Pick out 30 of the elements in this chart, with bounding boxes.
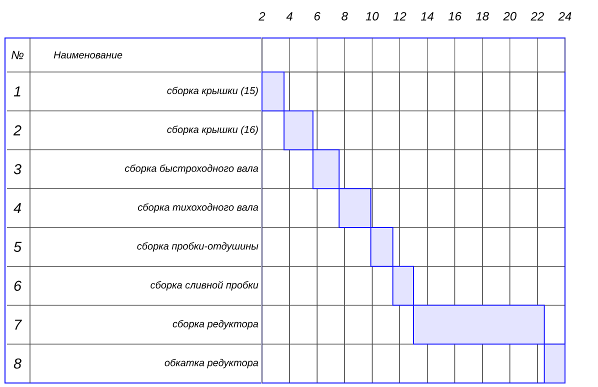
text: 8 [14, 358, 22, 369]
text: 7 [14, 320, 22, 330]
text: № [11, 50, 24, 60]
y-tick-label: сборка крышки (16) [167, 126, 258, 136]
text: 4 [14, 203, 21, 214]
y-tick-label: сборка сливной пробки [150, 281, 258, 291]
y-tick-label: обкатка редуктора [164, 358, 258, 368]
y-tick-label: сборка тихоходного вала [138, 203, 258, 213]
text: 6 [14, 280, 22, 291]
x-tick-label: 20 [503, 12, 516, 20]
text: 1 [14, 86, 20, 96]
x-tick-label: 6 [314, 12, 320, 20]
x-tick-label: 24 [558, 12, 572, 20]
text: Наименование [54, 52, 122, 58]
x-tick-label: 12 [393, 12, 406, 20]
x-tick-label: 8 [342, 12, 348, 20]
text: 3 [14, 164, 22, 174]
x-tick-label: 2 [258, 12, 266, 20]
text: 5 [14, 242, 22, 252]
x-tick-label: 16 [448, 12, 462, 20]
x-tick-label: 4 [286, 12, 292, 20]
y-tick-label: сборка крышки (15) [167, 86, 258, 96]
y-tick-label: сборка пробки-отдушины [137, 242, 258, 252]
y-tick-label: сборка редуктора [172, 320, 258, 330]
x-tick-label: 22 [530, 12, 544, 20]
x-tick-label: 14 [420, 12, 434, 20]
y-tick-label: сборка быстроходного вала [125, 164, 258, 174]
text: 2 [13, 125, 22, 136]
x-tick-label: 18 [476, 12, 489, 20]
x-tick-label: 10 [366, 12, 379, 20]
